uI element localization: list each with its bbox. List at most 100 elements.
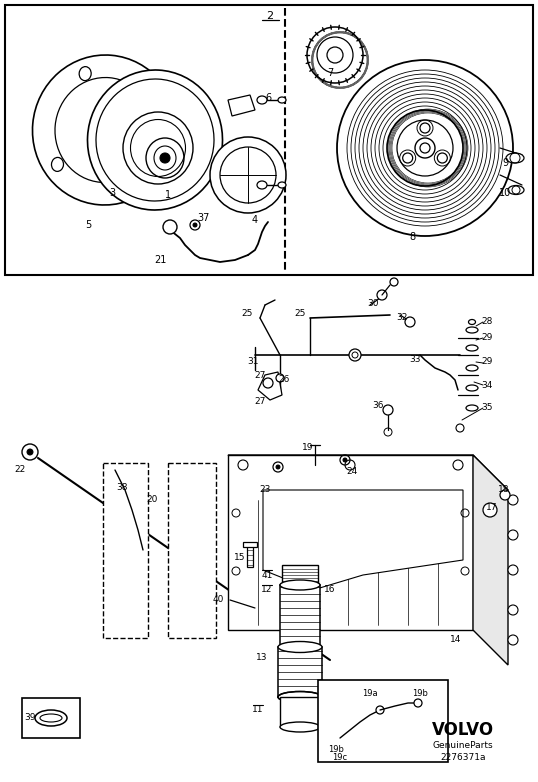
Text: 12: 12: [261, 586, 273, 594]
Circle shape: [276, 465, 280, 469]
Text: 7: 7: [327, 68, 333, 78]
Circle shape: [337, 60, 513, 236]
Text: 19b: 19b: [328, 745, 344, 755]
Ellipse shape: [88, 70, 223, 210]
Circle shape: [508, 530, 518, 540]
Text: 4: 4: [252, 215, 258, 225]
Text: 18: 18: [498, 486, 509, 494]
Circle shape: [193, 223, 197, 227]
Circle shape: [160, 153, 170, 163]
Text: 32: 32: [397, 314, 408, 322]
Ellipse shape: [466, 385, 478, 391]
Ellipse shape: [52, 157, 63, 171]
Ellipse shape: [280, 642, 320, 652]
Polygon shape: [228, 455, 473, 630]
Circle shape: [307, 27, 363, 83]
Text: 23: 23: [259, 486, 271, 494]
Bar: [168, 463, 216, 638]
Text: 38: 38: [116, 483, 128, 493]
Text: 21: 21: [154, 255, 166, 265]
Circle shape: [27, 449, 33, 455]
Circle shape: [163, 220, 177, 234]
Circle shape: [415, 138, 435, 158]
Circle shape: [508, 635, 518, 645]
Circle shape: [387, 110, 463, 186]
Circle shape: [376, 706, 384, 714]
Ellipse shape: [32, 55, 178, 205]
Bar: [280, 585, 320, 647]
Text: 19: 19: [302, 443, 314, 453]
Text: 2276371a: 2276371a: [440, 754, 486, 762]
Text: 16: 16: [324, 586, 336, 594]
Circle shape: [402, 153, 413, 163]
Text: 15: 15: [234, 553, 246, 561]
Ellipse shape: [506, 153, 524, 163]
Ellipse shape: [79, 66, 91, 81]
Ellipse shape: [278, 641, 322, 652]
Circle shape: [483, 503, 497, 517]
Ellipse shape: [123, 112, 193, 184]
Text: 17: 17: [486, 504, 498, 512]
Circle shape: [508, 605, 518, 615]
Circle shape: [390, 278, 398, 286]
Text: GenuineParts: GenuineParts: [433, 741, 493, 751]
Text: 3: 3: [109, 188, 115, 198]
Polygon shape: [228, 455, 508, 490]
Bar: [22, 698, 80, 738]
Bar: [247, 545, 253, 567]
Text: 5: 5: [85, 220, 91, 230]
Circle shape: [420, 123, 430, 133]
Polygon shape: [258, 372, 282, 400]
Text: 35: 35: [482, 404, 493, 412]
Ellipse shape: [278, 97, 286, 103]
Circle shape: [414, 699, 422, 707]
Circle shape: [383, 405, 393, 415]
Circle shape: [276, 374, 284, 382]
Text: 19c: 19c: [332, 754, 348, 762]
Text: 41: 41: [261, 571, 273, 579]
Ellipse shape: [257, 96, 267, 104]
Text: 40: 40: [213, 596, 224, 604]
Bar: [243, 542, 257, 547]
Circle shape: [377, 290, 387, 300]
Text: 6: 6: [265, 93, 271, 103]
Text: 10: 10: [499, 188, 511, 198]
Text: 20: 20: [146, 496, 158, 504]
Text: 29: 29: [482, 357, 493, 367]
Text: 14: 14: [450, 636, 462, 644]
Text: 29: 29: [482, 333, 493, 343]
Ellipse shape: [466, 327, 478, 333]
Text: 8: 8: [409, 232, 415, 242]
Bar: [103, 463, 148, 638]
Text: VOLVO: VOLVO: [432, 721, 494, 739]
Ellipse shape: [257, 181, 267, 189]
Ellipse shape: [466, 405, 478, 411]
Circle shape: [22, 444, 38, 460]
Circle shape: [508, 565, 518, 575]
Text: 31: 31: [247, 357, 259, 367]
Ellipse shape: [35, 710, 67, 726]
Circle shape: [508, 495, 518, 505]
Text: 2: 2: [266, 11, 273, 21]
Bar: [280, 697, 320, 727]
Circle shape: [349, 349, 361, 361]
Text: 19b: 19b: [412, 688, 428, 698]
Text: 34: 34: [482, 381, 493, 389]
Polygon shape: [263, 490, 463, 590]
Ellipse shape: [140, 166, 152, 179]
Text: 39: 39: [24, 713, 36, 723]
Polygon shape: [473, 455, 508, 665]
Text: 36: 36: [372, 400, 384, 410]
Bar: [278, 647, 322, 697]
Circle shape: [343, 458, 347, 462]
Circle shape: [437, 153, 447, 163]
Text: 26: 26: [278, 375, 289, 385]
Bar: [5, 5, 533, 275]
Text: 25: 25: [242, 309, 253, 317]
Circle shape: [190, 220, 200, 230]
Ellipse shape: [144, 84, 155, 99]
Circle shape: [210, 137, 286, 213]
Ellipse shape: [466, 345, 478, 351]
Text: 33: 33: [409, 356, 421, 364]
Circle shape: [405, 317, 415, 327]
